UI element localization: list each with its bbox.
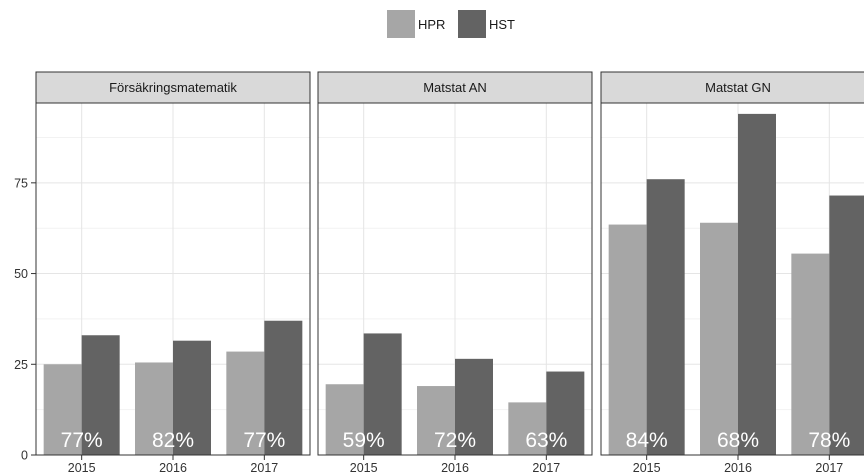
- panels: Försäkringsmatematik 77% 2015 82% 2016 77% 201…: [35, 71, 864, 475]
- panel-border: [600, 102, 864, 456]
- x-tick-label-2015: 2015: [68, 461, 96, 475]
- panel-strip: [600, 71, 864, 104]
- panel-matstat-gn: Matstat GN 84% 2015 68% 2016 78% 2017: [600, 71, 864, 475]
- bar-hst-2017: [264, 320, 303, 455]
- bar-hst-2017: [829, 195, 864, 456]
- percent-label: 82%: [152, 429, 194, 452]
- percent-label: 78%: [808, 429, 850, 452]
- panel-border: [35, 102, 311, 456]
- panel-title: Matstat GN: [705, 80, 771, 95]
- x-tick-label-2017: 2017: [532, 461, 560, 475]
- bar-hst-2017: [546, 371, 585, 455]
- bar-hpr-2015: [325, 384, 364, 455]
- panel-strip: [317, 71, 593, 104]
- legend-label-hst: HST: [489, 17, 515, 32]
- bar-hst-2016: [738, 113, 776, 455]
- bar-hpr-2017: [226, 351, 265, 455]
- panel-fo-rsa-kringsmatematik: Försäkringsmatematik 77% 2015 82% 2016 77% 201…: [35, 71, 311, 475]
- legend-key-hpr: [387, 10, 415, 38]
- bar-hpr-2016: [135, 362, 173, 455]
- bar-hpr-2017: [791, 253, 830, 455]
- x-tick-label-2015: 2015: [633, 461, 661, 475]
- y-axis: 0 25 50 75: [14, 176, 36, 463]
- panel-border: [317, 102, 593, 456]
- x-tick-label-2016: 2016: [441, 461, 469, 475]
- y-tick-label-50: 50: [14, 267, 28, 281]
- y-tick-label-0: 0: [21, 449, 28, 463]
- bar-hst-2016: [173, 340, 211, 455]
- x-tick-label-2017: 2017: [250, 461, 278, 475]
- bar-hst-2015: [363, 333, 402, 455]
- y-tick-label-75: 75: [14, 176, 28, 190]
- legend: HPR HST: [387, 10, 515, 38]
- percent-label: 84%: [626, 429, 668, 452]
- percent-label: 68%: [717, 429, 759, 452]
- panel-strip: [35, 71, 311, 104]
- bar-hst-2016: [455, 358, 493, 455]
- x-tick-label-2017: 2017: [815, 461, 843, 475]
- x-tick-label-2016: 2016: [724, 461, 752, 475]
- bar-hpr-2016: [417, 386, 455, 455]
- percent-label: 72%: [434, 429, 476, 452]
- legend-label-hpr: HPR: [418, 17, 445, 32]
- bar-hpr-2015: [43, 364, 82, 455]
- x-tick-label-2016: 2016: [159, 461, 187, 475]
- bar-hpr-2015: [608, 224, 647, 455]
- bar-hpr-2017: [508, 402, 547, 455]
- percent-label: 77%: [61, 429, 103, 452]
- bar-hst-2015: [81, 335, 120, 455]
- percent-label: 59%: [343, 429, 385, 452]
- percent-label: 77%: [243, 429, 285, 452]
- bar-hpr-2016: [700, 222, 738, 455]
- percent-label: 63%: [525, 429, 567, 452]
- panel-title: Försäkringsmatematik: [109, 80, 237, 95]
- bar-hst-2015: [646, 179, 685, 456]
- panel-title: Matstat AN: [423, 80, 487, 95]
- legend-key-hst: [458, 10, 486, 38]
- x-tick-label-2015: 2015: [350, 461, 378, 475]
- y-tick-label-25: 25: [14, 358, 28, 372]
- panel-matstat-an: Matstat AN 59% 2015 72% 2016 63% 2017: [317, 71, 593, 475]
